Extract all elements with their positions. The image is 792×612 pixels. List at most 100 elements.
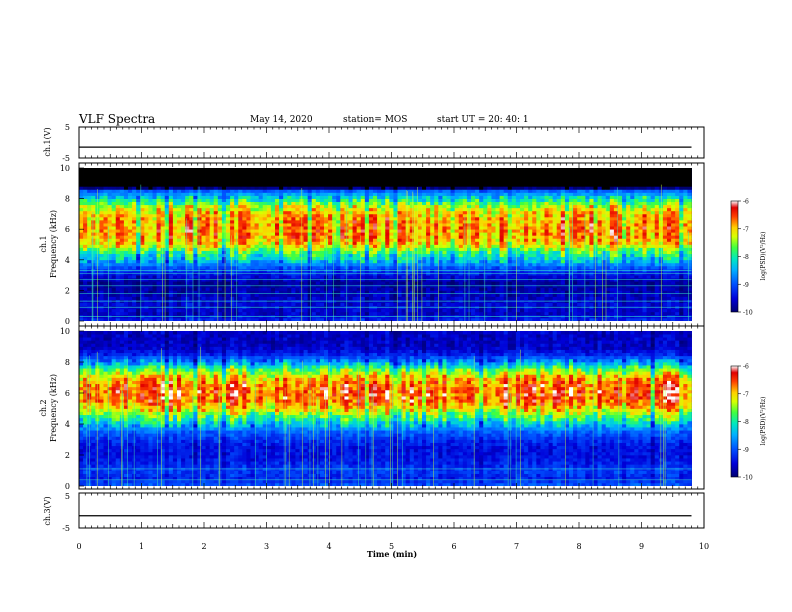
ch1-spectrogram-pixel (226, 192, 231, 196)
ch1-spectrogram-pixel (136, 281, 141, 285)
ch1-spectrogram-pixel (442, 220, 447, 224)
ch1-spectrogram-pixel (262, 311, 268, 316)
ch1-spectrogram-pixel (397, 198, 402, 203)
ch1-spectrogram-pixel (197, 186, 202, 190)
ch1-spectrogram-pixel (438, 226, 443, 230)
ch1-spectrogram-pixel (148, 192, 153, 196)
ch1-spectrogram-pixel (401, 302, 407, 307)
ch1-spectrogram-pixel (426, 262, 431, 267)
ch1-spectrogram-pixel (303, 265, 309, 270)
ch1-spectrogram-pixel (454, 259, 460, 264)
ch1-spectrogram-pixel (123, 302, 129, 307)
ch1-spectrogram-pixel (152, 168, 157, 172)
ch1-spectrogram-pixel (160, 210, 166, 215)
ch1-spectrogram-pixel (148, 253, 153, 258)
ch1-spectrogram-pixel (91, 293, 96, 297)
ch1-spectrogram-pixel (242, 207, 247, 212)
ch1-spectrogram-pixel (266, 241, 272, 245)
ch1-spectrogram-pixel (132, 192, 137, 196)
ch1-spectrogram-pixel (238, 180, 243, 184)
ch1-spectrogram-pixel (409, 302, 415, 307)
ch1-spectrogram-pixel (164, 262, 170, 267)
ch1-spectrogram-pixel (83, 183, 88, 187)
ch1-spectrogram-pixel (83, 220, 88, 224)
ch1-spectrogram-pixel (234, 201, 239, 206)
ch1-spectrogram-pixel (168, 177, 174, 181)
ch1-spectrogram-pixel (336, 253, 341, 258)
ch1-spectrogram-pixel (442, 180, 447, 184)
ch1-spectrogram-pixel (226, 168, 231, 172)
ch1-spectrogram-pixel (450, 308, 456, 313)
ch1-spectrogram-pixel (201, 235, 206, 239)
ch1-spectrogram-pixel (295, 207, 300, 212)
ch1-spectrogram-pixel (332, 223, 337, 227)
ch1-spectrogram-pixel (283, 195, 288, 199)
ch1-spectrogram-pixel (160, 308, 166, 313)
ch1-spectrogram-pixel (397, 171, 402, 175)
ch1-spectrogram-pixel (279, 311, 284, 316)
ch1-spectrogram-pixel (132, 183, 137, 187)
ch1-spectrogram-pixel (213, 226, 219, 230)
ch1-spectrogram-pixel (181, 232, 186, 236)
ch1-spectrogram-pixel (373, 244, 378, 248)
ch1-spectrogram-pixel (275, 216, 280, 221)
ch1-spectrogram-pixel (397, 244, 402, 248)
ch1-spectrogram-pixel (189, 247, 194, 251)
ch1-spectrogram-pixel (295, 311, 300, 316)
ch1-spectrogram-pixel (172, 189, 178, 193)
ch1-spectrogram-pixel (328, 256, 333, 261)
ch1-spectrogram-pixel (270, 216, 276, 221)
ch1-spectrogram-pixel (360, 265, 366, 270)
ch1-spectrogram-pixel (99, 229, 104, 233)
ch1-spectrogram-pixel (360, 223, 366, 227)
ch1-spectrogram-pixel (230, 226, 235, 230)
ch1-spectrogram-pixel (279, 281, 284, 285)
ch1-spectrogram-pixel (156, 241, 162, 245)
ch1-spectrogram-pixel (332, 247, 337, 251)
ch1-spectrogram-pixel (446, 244, 451, 248)
ch1-spectrogram-pixel (344, 177, 349, 181)
ch1-spectrogram-pixel (417, 183, 423, 187)
ch1-spectrogram-pixel (226, 207, 231, 212)
ch1-spectrogram-pixel (152, 293, 157, 297)
ch1-spectrogram-pixel (148, 207, 153, 212)
ch1-spectrogram-pixel (172, 244, 178, 248)
ch1-spectrogram-pixel (279, 296, 284, 300)
ch1-spectrogram-pixel (328, 168, 333, 172)
ch1-spectrogram-pixel (221, 317, 227, 321)
ch1-spectrogram-pixel (99, 256, 104, 261)
ch1-spectrogram-pixel (83, 247, 88, 251)
ch1-spectrogram-pixel (185, 183, 190, 187)
ch1-spectrogram-pixel (328, 183, 333, 187)
ch1-spectrogram-pixel (181, 183, 186, 187)
ch1-spectrogram-pixel (377, 256, 382, 261)
ch1-spectrogram-pixel (140, 229, 145, 233)
ch1-spectrogram-pixel (270, 253, 276, 258)
ch1-spectrogram-pixel (377, 275, 382, 279)
ch1-spectrogram-pixel (123, 189, 129, 193)
ch1-spectrogram-pixel (373, 177, 378, 181)
ch1-spectrogram-pixel (140, 226, 145, 230)
ch1-spectrogram-pixel (324, 241, 329, 245)
ch1-spectrogram-pixel (393, 244, 398, 248)
ch1-spectrogram-pixel (328, 180, 333, 184)
ch1-spectrogram-pixel (136, 210, 141, 215)
ch1-spectrogram-pixel (315, 220, 321, 224)
ch1-spectrogram-pixel (442, 204, 447, 209)
ch1-spectrogram-pixel (389, 186, 394, 190)
ch1-spectrogram-pixel (303, 229, 309, 233)
ch1-spectrogram-pixel (307, 226, 313, 230)
ch1-spectrogram-pixel (156, 171, 162, 175)
ch1-spectrogram-pixel (417, 256, 423, 261)
ch1-spectrogram-pixel (332, 189, 337, 193)
ch1-spectrogram-pixel (140, 238, 145, 242)
ch1-spectrogram-pixel (221, 293, 227, 297)
ch1-spectrogram-pixel (115, 302, 121, 307)
ch1-spectrogram-pixel (132, 238, 137, 242)
ch1-spectrogram-pixel (79, 302, 84, 307)
ch1-spectrogram-pixel (279, 198, 284, 203)
ch1-spectrogram-pixel (373, 180, 378, 184)
ch1-spectrogram-pixel (258, 216, 264, 221)
ch1-spectrogram-pixel (381, 235, 386, 239)
ch1-spectrogram-pixel (103, 174, 108, 178)
